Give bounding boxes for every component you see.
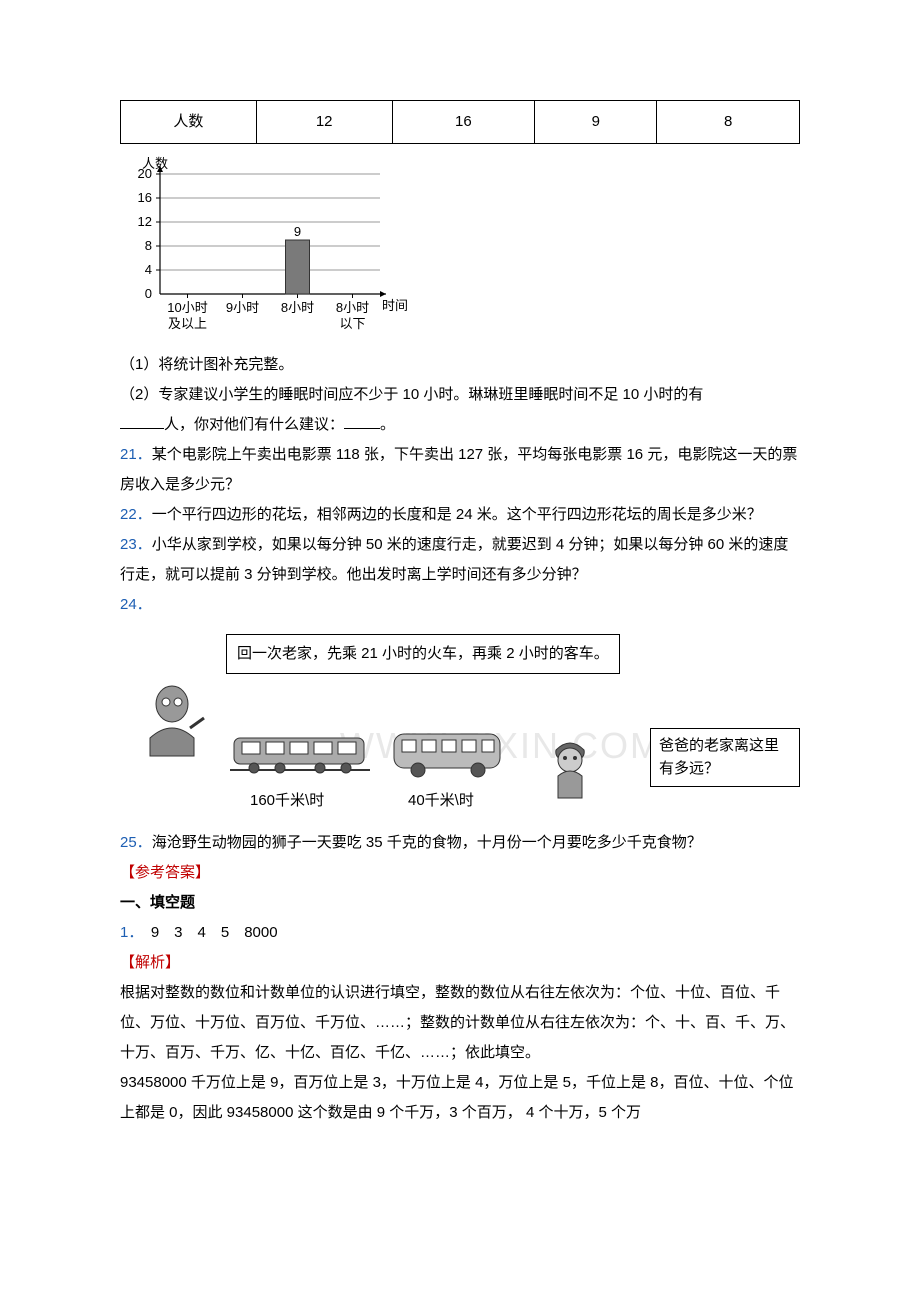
svg-text:9小时: 9小时: [226, 300, 259, 315]
svg-text:9: 9: [294, 224, 301, 239]
train-speed-label: 160千米\时: [250, 786, 324, 816]
svg-text:8: 8: [145, 238, 152, 253]
svg-text:8小时: 8小时: [281, 300, 314, 315]
q20-part2a: （2）专家建议小学生的睡眠时间应不少于 10 小时。琳琳班里睡眠时间不足 10 …: [120, 380, 800, 410]
a1-explain-p1: 根据对整数的数位和计数单位的认识进行填空，整数的数位从右往左依次为：个位、十位、…: [120, 978, 800, 1068]
q24-figure: 回一次老家，先乘 21 小时的火车，再乘 2 小时的客车。 160千米\时: [140, 628, 800, 828]
q20-mid: 人，你对他们有什么建议：: [164, 416, 344, 433]
svg-text:16: 16: [138, 190, 152, 205]
train-icon: [230, 728, 370, 778]
speech-bubble-top: 回一次老家，先乘 21 小时的火车，再乘 2 小时的客车。: [226, 634, 620, 674]
svg-text:0: 0: [145, 286, 152, 301]
svg-text:12: 12: [138, 214, 152, 229]
q23-num: 23．: [120, 536, 152, 553]
table-row: 人数 12 16 9 8: [121, 101, 800, 144]
q22-text: 一个平行四边形的花坛，相邻两边的长度和是 24 米。这个平行四边形花坛的周长是多…: [152, 506, 762, 523]
bus-speed-label: 40千米\时: [408, 786, 474, 816]
a1-num: 1．: [120, 924, 136, 941]
q22: 22．一个平行四边形的花坛，相邻两边的长度和是 24 米。这个平行四边形花坛的周…: [120, 500, 800, 530]
a1-explain-p2: 93458000 千万位上是 9，百万位上是 3，十万位上是 4，万位上是 5，…: [120, 1068, 800, 1128]
speech-bubble-right: 爸爸的老家离这里有多远？: [650, 728, 800, 787]
q23: 23．小华从家到学校，如果以每分钟 50 米的速度行走，就要迟到 4 分钟；如果…: [120, 530, 800, 590]
table-cell: 16: [392, 101, 535, 144]
svg-text:8小时: 8小时: [336, 300, 369, 315]
avatar-dad-icon: [140, 678, 210, 758]
answer-1: 1． 9 3 4 5 8000: [120, 918, 800, 948]
fill-blank[interactable]: [344, 414, 380, 429]
q20-end: 。: [380, 416, 395, 433]
q22-num: 22．: [120, 506, 152, 523]
table-header-cell: 人数: [121, 101, 257, 144]
bar-chart: 人数048121620时间10小时及以上9小时8小时98小时以下: [120, 154, 420, 344]
fill-blank[interactable]: [120, 414, 164, 429]
q21-num: 21．: [120, 446, 152, 463]
table-cell: 9: [535, 101, 657, 144]
table-cell: 8: [657, 101, 800, 144]
q20-part1: （1）将统计图补充完整。: [120, 350, 800, 380]
bus-icon: [388, 726, 508, 780]
q21-text: 某个电影院上午卖出电影票 118 张，下午卖出 127 张，平均每张电影票 16…: [120, 446, 797, 493]
avatar-child-icon: [542, 736, 598, 802]
svg-text:以下: 以下: [339, 316, 365, 331]
section-1-header: 一、填空题: [120, 888, 800, 918]
svg-text:10小时: 10小时: [167, 300, 207, 315]
table-cell: 12: [256, 101, 392, 144]
q24-num: 24．: [120, 596, 152, 613]
a1-vals: 9 3 4 5 8000: [136, 924, 278, 941]
q25-num: 25．: [120, 834, 152, 851]
svg-text:4: 4: [145, 262, 152, 277]
q21: 21．某个电影院上午卖出电影票 118 张，下午卖出 127 张，平均每张电影票…: [120, 440, 800, 500]
q25: 25．海沧野生动物园的狮子一天要吃 35 千克的食物，十月份一个月要吃多少千克食…: [120, 828, 800, 858]
q23-text: 小华从家到学校，如果以每分钟 50 米的速度行走，就要迟到 4 分钟；如果以每分…: [120, 536, 788, 583]
svg-text:及以上: 及以上: [168, 316, 207, 331]
a1-explain-header: 【解析】: [120, 948, 800, 978]
q24: 24．: [120, 590, 800, 620]
q20-part2b: 人，你对他们有什么建议： 。: [120, 410, 800, 440]
q25-text: 海沧野生动物园的狮子一天要吃 35 千克的食物，十月份一个月要吃多少千克食物？: [152, 834, 702, 851]
answers-header: 【参考答案】: [120, 858, 800, 888]
svg-text:20: 20: [138, 166, 152, 181]
svg-text:时间: 时间: [382, 298, 408, 313]
data-table: 人数 12 16 9 8: [120, 100, 800, 144]
